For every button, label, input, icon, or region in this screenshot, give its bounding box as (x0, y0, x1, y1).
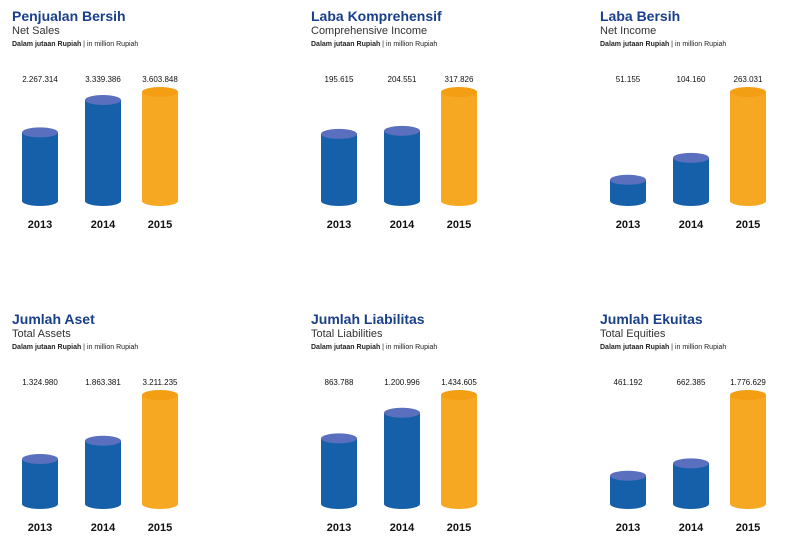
value-label: 461.192 (614, 378, 643, 387)
category-label: 2015 (447, 522, 471, 534)
bar-2015 (730, 390, 766, 509)
category-label: 2014 (91, 522, 116, 534)
chart-comprehensive-income: Laba Komprehensif Comprehensive Income D… (311, 8, 511, 238)
bar-chart: 863.788 2013 1.200.996 2014 1.434.605 2015 (321, 378, 477, 534)
bar-chart: 195.615 2013 204.551 2014 317.826 2015 (321, 75, 477, 231)
category-label: 2013 (616, 522, 640, 534)
chart-net-income: Laba Bersih Net Income Dalam jutaan Rupi… (600, 8, 791, 238)
bar-2013 (610, 470, 646, 509)
chart-subtitle: Total Liabilities (311, 328, 383, 340)
category-label: 2015 (736, 219, 760, 231)
chart-title: Jumlah Liabilitas (311, 311, 425, 327)
chart-total-liabilities: Jumlah Liabilitas Total Liabilities Dala… (311, 311, 511, 541)
chart-total-assets: Jumlah Aset Total Assets Dalam jutaan Ru… (12, 311, 212, 541)
value-label: 1.863.381 (85, 378, 121, 387)
value-label: 3.211.235 (143, 378, 179, 387)
bar-2015 (441, 87, 477, 206)
bar-2013 (321, 128, 357, 206)
category-label: 2013 (28, 522, 52, 534)
bar-chart: 2.267.314 2013 3.339.386 2014 3.603.848 2015 (22, 75, 178, 231)
chart-title: Penjualan Bersih (12, 8, 126, 24)
value-label: 1.324.980 (22, 378, 58, 387)
bar-2013 (321, 433, 357, 509)
category-label: 2015 (148, 522, 172, 534)
chart-subtitle: Net Income (600, 25, 657, 37)
chart-subtitle: Total Equities (600, 328, 666, 340)
category-label: 2013 (616, 219, 640, 231)
bar-2014 (384, 125, 420, 206)
category-label: 2013 (28, 219, 52, 231)
value-label: 104.160 (677, 75, 706, 84)
chart-net-sales: Penjualan Bersih Net Sales Dalam jutaan … (12, 8, 212, 238)
value-label: 195.615 (325, 75, 354, 84)
category-label: 2015 (736, 522, 760, 534)
value-label: 1.776.629 (730, 378, 766, 387)
unit-label: Dalam jutaan Rupiah | in million Rupiah (600, 41, 727, 48)
chart-subtitle: Total Assets (12, 328, 71, 340)
bar-2014 (673, 458, 709, 509)
unit-label: Dalam jutaan Rupiah | in million Rupiah (12, 344, 139, 351)
category-label: 2014 (91, 219, 116, 231)
value-label: 1.434.605 (441, 378, 477, 387)
category-label: 2013 (327, 522, 351, 534)
category-label: 2015 (148, 219, 172, 231)
unit-label: Dalam jutaan Rupiah | in million Rupiah (600, 344, 727, 351)
bar-chart: 1.324.980 2013 1.863.381 2014 3.211.235 2015 (22, 378, 179, 534)
category-label: 2014 (390, 219, 415, 231)
bar-2013 (22, 454, 58, 509)
bar-chart: 461.192 2013 662.385 2014 1.776.629 2015 (610, 378, 766, 534)
bar-2015 (730, 87, 766, 206)
value-label: 3.603.848 (142, 75, 178, 84)
value-label: 863.788 (325, 378, 354, 387)
bar-2014 (85, 435, 121, 509)
category-label: 2015 (447, 219, 471, 231)
chart-title: Laba Komprehensif (311, 8, 442, 24)
value-label: 51.155 (616, 75, 641, 84)
unit-label: Dalam jutaan Rupiah | in million Rupiah (311, 344, 438, 351)
value-label: 1.200.996 (384, 378, 420, 387)
value-label: 662.385 (677, 378, 706, 387)
category-label: 2014 (679, 219, 704, 231)
bar-2015 (441, 390, 477, 509)
unit-label: Dalam jutaan Rupiah | in million Rupiah (12, 41, 139, 48)
bar-chart: 51.155 2013 104.160 2014 263.031 2015 (610, 75, 766, 231)
chart-title: Laba Bersih (600, 8, 681, 24)
bar-2015 (142, 87, 178, 206)
bar-2014 (85, 94, 121, 206)
value-label: 263.031 (734, 75, 763, 84)
category-label: 2014 (679, 522, 704, 534)
chart-title: Jumlah Aset (12, 311, 95, 327)
chart-title: Jumlah Ekuitas (600, 311, 703, 327)
chart-subtitle: Comprehensive Income (311, 25, 428, 37)
unit-label: Dalam jutaan Rupiah | in million Rupiah (311, 41, 438, 48)
chart-total-equities: Jumlah Ekuitas Total Equities Dalam juta… (600, 311, 791, 541)
bar-2015 (142, 390, 178, 509)
category-label: 2013 (327, 219, 351, 231)
category-label: 2014 (390, 522, 415, 534)
value-label: 204.551 (388, 75, 417, 84)
value-label: 2.267.314 (22, 75, 58, 84)
bar-2014 (384, 407, 420, 509)
bar-2013 (22, 127, 58, 206)
value-label: 3.339.386 (85, 75, 121, 84)
chart-subtitle: Net Sales (12, 25, 60, 37)
bar-2014 (673, 152, 709, 206)
value-label: 317.826 (445, 75, 474, 84)
bar-2013 (610, 174, 646, 206)
